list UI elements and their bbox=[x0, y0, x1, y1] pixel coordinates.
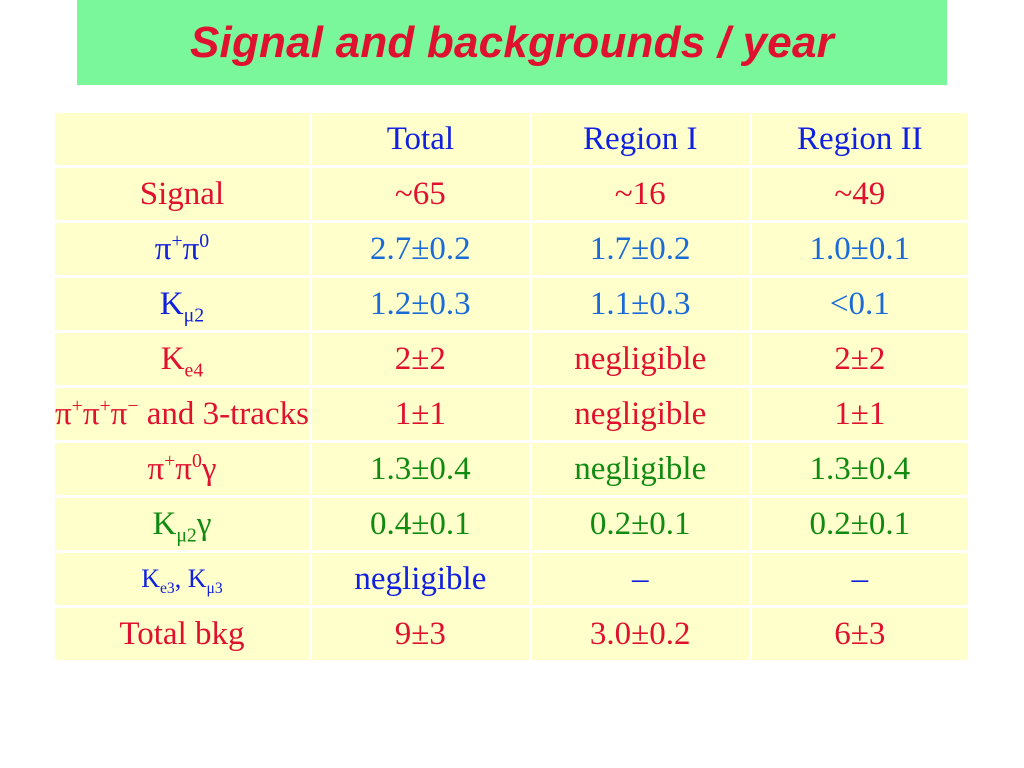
table-row-k-mu2: Kμ2 1.2±0.3 1.1±0.3 <0.1 bbox=[55, 278, 968, 330]
page-title: Signal and backgrounds / year bbox=[190, 17, 834, 67]
header-cell-total: Total bbox=[311, 113, 529, 165]
cell-region-1: ~16 bbox=[531, 168, 749, 220]
header-cell-region-1: Region I bbox=[531, 113, 749, 165]
cell-region-2: <0.1 bbox=[751, 278, 968, 330]
cell-total: ~65 bbox=[311, 168, 529, 220]
cell-total: 0.4±0.1 bbox=[311, 498, 529, 550]
cell-region-2: – bbox=[751, 553, 968, 605]
title-banner: Signal and backgrounds / year bbox=[77, 0, 947, 85]
cell-total: 1±1 bbox=[311, 388, 529, 440]
row-label: Ke3, Kμ3 bbox=[55, 553, 309, 605]
row-label: π+π+π− and 3-tracks bbox=[55, 388, 309, 440]
row-label: Ke4 bbox=[55, 333, 309, 385]
table-row-pi-pi0-gamma: π+π0γ 1.3±0.4 negligible 1.3±0.4 bbox=[55, 443, 968, 495]
table-row-pi-plus-pi-zero: π+π0 2.7±0.2 1.7±0.2 1.0±0.1 bbox=[55, 223, 968, 275]
row-label: Signal bbox=[55, 168, 309, 220]
cell-total: 1.2±0.3 bbox=[311, 278, 529, 330]
cell-total: negligible bbox=[311, 553, 529, 605]
row-label: Kμ2 bbox=[55, 278, 309, 330]
cell-region-1: 1.7±0.2 bbox=[531, 223, 749, 275]
row-label: Total bkg bbox=[55, 608, 309, 660]
cell-region-1: 3.0±0.2 bbox=[531, 608, 749, 660]
table-header-row: Total Region I Region II bbox=[55, 113, 968, 165]
row-label: Kμ2γ bbox=[55, 498, 309, 550]
cell-total: 1.3±0.4 bbox=[311, 443, 529, 495]
cell-region-1: negligible bbox=[531, 333, 749, 385]
cell-region-2: 1.0±0.1 bbox=[751, 223, 968, 275]
signal-background-table: Total Region I Region II Signal ~65 ~16 … bbox=[52, 110, 971, 663]
table-row-three-pi: π+π+π− and 3-tracks 1±1 negligible 1±1 bbox=[55, 388, 968, 440]
table-row-k-e3-k-mu3: Ke3, Kμ3 negligible – – bbox=[55, 553, 968, 605]
cell-region-2: 0.2±0.1 bbox=[751, 498, 968, 550]
cell-region-2: ~49 bbox=[751, 168, 968, 220]
cell-total: 2.7±0.2 bbox=[311, 223, 529, 275]
cell-region-1: negligible bbox=[531, 443, 749, 495]
table-row-signal: Signal ~65 ~16 ~49 bbox=[55, 168, 968, 220]
row-label: π+π0 bbox=[55, 223, 309, 275]
cell-region-2: 1±1 bbox=[751, 388, 968, 440]
table-row-total-bkg: Total bkg 9±3 3.0±0.2 6±3 bbox=[55, 608, 968, 660]
cell-region-1: 1.1±0.3 bbox=[531, 278, 749, 330]
cell-region-2: 2±2 bbox=[751, 333, 968, 385]
cell-total: 9±3 bbox=[311, 608, 529, 660]
cell-region-1: 0.2±0.1 bbox=[531, 498, 749, 550]
header-cell-region-2: Region II bbox=[751, 113, 968, 165]
cell-region-1: – bbox=[531, 553, 749, 605]
table-row-k-e4: Ke4 2±2 negligible 2±2 bbox=[55, 333, 968, 385]
cell-region-1: negligible bbox=[531, 388, 749, 440]
table-row-k-mu2-gamma: Kμ2γ 0.4±0.1 0.2±0.1 0.2±0.1 bbox=[55, 498, 968, 550]
cell-total: 2±2 bbox=[311, 333, 529, 385]
header-cell-empty bbox=[55, 113, 309, 165]
cell-region-2: 1.3±0.4 bbox=[751, 443, 968, 495]
row-label: π+π0γ bbox=[55, 443, 309, 495]
cell-region-2: 6±3 bbox=[751, 608, 968, 660]
